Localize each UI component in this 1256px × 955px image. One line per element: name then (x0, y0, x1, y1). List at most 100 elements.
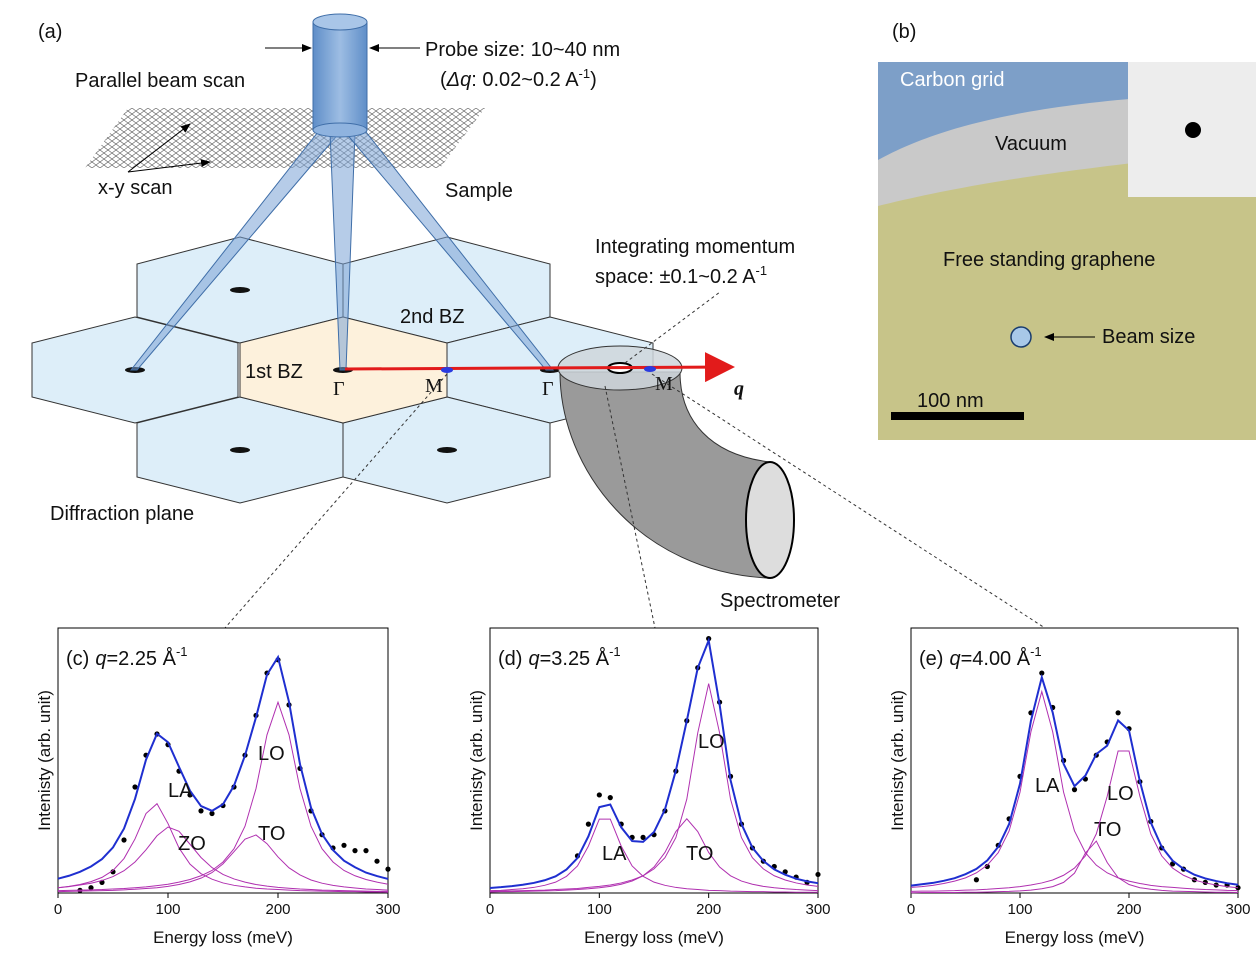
component-curve (58, 702, 388, 890)
data-point (385, 867, 390, 872)
x-tick-label: 100 (155, 901, 180, 918)
integrating: space: ±0.1~0.2 A-1 (595, 263, 767, 288)
peak-label: LA (168, 780, 193, 802)
peak-label: ZO (178, 833, 206, 855)
point-label: Γ (542, 378, 554, 400)
q-label: q (734, 378, 744, 400)
point-label: M (425, 375, 443, 397)
peak-label: TO (1094, 819, 1121, 841)
text-part: Δq (446, 69, 472, 91)
data-point (1116, 710, 1121, 715)
diffraction-plane: Diffraction plane (50, 503, 194, 525)
title-part: (d) (498, 648, 522, 670)
title-part: (c) (66, 648, 89, 670)
dq-range: (Δq: 0.02~0.2 A-1) (440, 66, 597, 91)
point-label: Γ (333, 378, 345, 400)
beam-size: Beam size (1102, 326, 1195, 348)
x-tick-label: 200 (696, 901, 721, 918)
peak-label: TO (258, 823, 285, 845)
data-point (815, 872, 820, 877)
fit-curve (911, 677, 1238, 885)
component-curve (911, 751, 1238, 891)
peak-label: LO (258, 743, 285, 765)
component-curve (58, 827, 388, 891)
parallel-beam-scan: Parallel beam scan (75, 70, 245, 92)
text-part: : 0.02~0.2 A (471, 69, 579, 91)
panel-label: (b) (892, 21, 916, 43)
title-part: q (528, 648, 539, 670)
m-point (644, 366, 656, 372)
scale-label: 100 nm (917, 390, 984, 412)
x-tick-label: 300 (375, 901, 400, 918)
x-axis-label: Energy loss (meV) (1005, 928, 1145, 947)
data-point (374, 859, 379, 864)
chart: 0100200300Energy loss (meV)Intenisty (ar… (888, 628, 1251, 947)
m-point (441, 367, 453, 373)
q-arrow (345, 367, 732, 369)
x-tick-label: 0 (486, 901, 494, 918)
x-tick-label: 300 (805, 901, 830, 918)
data-point (121, 837, 126, 842)
component-curve (911, 841, 1238, 893)
y-axis-label: Intenisty (arb. unit) (888, 690, 907, 831)
x-axis-label: Energy loss (meV) (153, 928, 293, 947)
peak-label: TO (686, 843, 713, 865)
data-point (352, 848, 357, 853)
title-part: -1 (609, 644, 621, 659)
probe-size: Probe size: 10~40 nm (425, 39, 620, 61)
component-curve (490, 684, 818, 892)
text-part: space: ±0.1~0.2 A (595, 266, 756, 288)
region-label: Vacuum (995, 133, 1067, 155)
title-part: q (949, 648, 960, 670)
spectrometer (558, 346, 794, 578)
region-label: Free standing graphene (943, 249, 1155, 271)
title-part: -1 (176, 644, 188, 659)
title-part: q (95, 648, 106, 670)
x-tick-label: 0 (54, 901, 62, 918)
panel-label: (a) (38, 21, 62, 43)
chart: 0 100 200 300 Energy loss (meV) Intenisty (ar… (35, 628, 401, 947)
point-label: M (655, 373, 673, 395)
x-axis-label: Energy loss (meV) (584, 928, 724, 947)
zone-label: 1st BZ (245, 361, 303, 383)
fit-curve (490, 640, 818, 888)
sample: Sample (445, 180, 513, 202)
data-point (1072, 787, 1077, 792)
data-point (597, 792, 602, 797)
peak-label: LA (1035, 775, 1060, 797)
chart-title: (e)q=4.00 Å-1 (919, 644, 1042, 670)
y-axis-label: Intenisty (arb. unit) (35, 690, 54, 831)
peak-label: LO (698, 731, 725, 753)
title-part: (e) (919, 648, 943, 670)
spectrometer-label: Spectrometer (720, 590, 840, 612)
title-part: =3.25 Å (540, 647, 610, 670)
zone-label: 2nd BZ (400, 306, 464, 328)
data-point (974, 877, 979, 882)
data-point (198, 808, 203, 813)
chart-title: (d) q=3.25 Å-1 (498, 644, 621, 670)
peak-label: LO (1107, 783, 1134, 805)
data-point (363, 848, 368, 853)
x-tick-label: 300 (1225, 901, 1250, 918)
fit-curve (58, 657, 388, 879)
panel-b: (b) Carbon grid Vacuum Free standing gra… (878, 21, 1256, 440)
text-part: ) (590, 69, 597, 91)
x-tick-label: 100 (587, 901, 612, 918)
x-tick-label: 200 (265, 901, 290, 918)
text-part: -1 (579, 66, 591, 81)
figure: (a) P (0, 0, 1256, 955)
integrating: Integrating momentum (595, 236, 795, 258)
page: (a) P (0, 0, 1256, 955)
beam-spot (1011, 327, 1031, 347)
x-tick-label: 200 (1116, 901, 1141, 918)
data-point (341, 843, 346, 848)
text-part: -1 (756, 263, 768, 278)
data-point (608, 795, 613, 800)
x-tick-label: 100 (1007, 901, 1032, 918)
region-label: Carbon grid (900, 69, 1005, 91)
chart-title: (c)q=2.25 Å-1 (66, 644, 188, 670)
peak-label: LA (602, 843, 627, 865)
data-point (586, 822, 591, 827)
title-part: -1 (1030, 644, 1042, 659)
